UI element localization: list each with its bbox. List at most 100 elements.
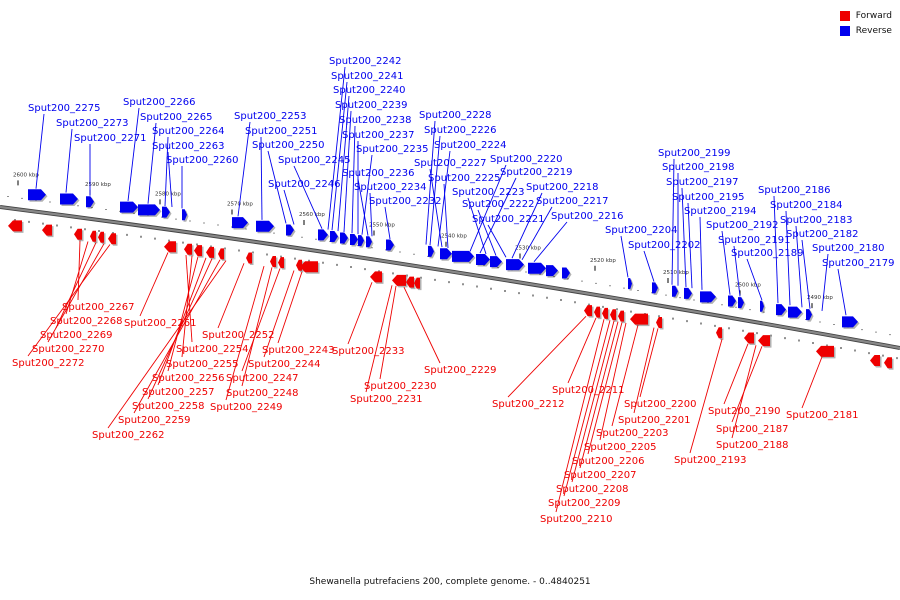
leader-line [801, 356, 823, 409]
reverse-gene-arrow [232, 217, 248, 229]
gene-label: Sput200_2263 [152, 141, 225, 152]
leader-line [821, 253, 829, 311]
forward-gene-arrow [108, 233, 116, 245]
leader-line [511, 192, 543, 259]
forward-gene-arrow [618, 310, 624, 322]
gene-label: Sput200_2203 [596, 428, 669, 439]
leader-line [731, 345, 757, 439]
forward-gene-arrow [278, 257, 284, 269]
forward-gene-arrow [8, 220, 22, 232]
leader-line [699, 216, 703, 290]
gene-label: Sput200_2183 [780, 215, 853, 226]
gene-label: Sput200_2212 [492, 399, 565, 410]
gene-label: Sput200_2216 [551, 211, 624, 222]
leader-line [337, 95, 350, 232]
forward-gene-arrow [300, 261, 318, 273]
reverse-gene-arrow [628, 278, 632, 290]
leader-line [487, 224, 507, 258]
gene-label: Sput200_2225 [428, 173, 501, 184]
leader-line [611, 324, 639, 427]
gene-label: Sput200_2267 [62, 302, 135, 313]
forward-gene-arrow [716, 327, 722, 339]
forward-gene-arrow [594, 306, 600, 318]
gene-label: Sput200_2204 [605, 225, 678, 236]
gene-label: Sput200_2180 [812, 243, 885, 254]
reverse-gene-arrow [490, 256, 502, 268]
leader-line [795, 225, 803, 308]
leader-line [477, 209, 497, 256]
gene-label: Sput200_2194 [684, 206, 757, 217]
gene-label: Sput200_2182 [786, 229, 859, 240]
reverse-gene-arrow [256, 220, 274, 232]
gene-label: Sput200_2190 [708, 406, 781, 417]
leader-line [65, 128, 73, 193]
gene-label: Sput200_2249 [210, 402, 283, 413]
gene-label: Sput200_2239 [335, 100, 408, 111]
leader-line [35, 113, 45, 189]
gene-label: Sput200_2220 [490, 154, 563, 165]
forward-gene-arrow [184, 243, 192, 255]
gene-label: Sput200_2247 [226, 373, 299, 384]
gene-label: Sput200_2240 [333, 85, 406, 96]
genome-caption: Shewanella putrefaciens 200, complete ge… [309, 577, 591, 587]
leader-line [379, 285, 397, 380]
leader-line [687, 202, 693, 289]
tick-label: 2540 kbp [441, 234, 467, 240]
leader-line [533, 221, 568, 263]
leader-line [241, 268, 281, 372]
gene-label: Sput200_2233 [332, 346, 405, 357]
leader-line [521, 206, 553, 261]
leader-line [267, 150, 287, 224]
leader-line [147, 122, 157, 204]
leader-line [167, 151, 173, 208]
reverse-gene-arrow [672, 285, 678, 297]
gene-label: Sput200_2187 [716, 424, 789, 435]
leader-line [365, 285, 393, 393]
leader-line [437, 150, 451, 247]
leader-line [343, 110, 352, 233]
reverse-gene-labels: Sput200_2275 Sput200_2273 Sput200_2271 Sput… [28, 56, 895, 269]
forward-gene-arrow [42, 224, 52, 236]
reverse-gene-arrow [788, 306, 802, 318]
forward-gene-arrow [414, 277, 420, 289]
reverse-gene-arrow [86, 196, 94, 208]
gene-label: Sput200_2272 [12, 358, 85, 369]
forward-gene-arrow [610, 309, 616, 321]
reverse-gene-arrow [440, 248, 452, 260]
leader-line [225, 266, 265, 401]
gene-label: Sput200_2260 [166, 155, 239, 166]
leader-line [620, 235, 629, 278]
gene-label: Sput200_2269 [40, 330, 113, 341]
leader-line [639, 328, 659, 398]
reverse-gene-arrow [528, 262, 546, 274]
leader-line [467, 197, 487, 255]
forward-gene-labels: Sput200_2267 Sput200_2268 Sput200_2269 Sput… [12, 302, 859, 525]
leader-line [164, 136, 169, 207]
leader-line [599, 322, 627, 441]
leader-line [443, 183, 449, 249]
reverse-gene-arrow [728, 295, 736, 307]
forward-gene-arrow [164, 241, 176, 253]
forward-gene-arrow [584, 305, 592, 317]
leader-line [681, 187, 687, 288]
gene-label: Sput200_2275 [28, 103, 101, 114]
reverse-gene-arrow [318, 229, 328, 241]
leader-line [361, 154, 373, 235]
gene-label: Sput200_2228 [419, 110, 492, 121]
gene-label: Sput200_2205 [584, 442, 657, 453]
gene-label: Sput200_2256 [152, 373, 225, 384]
leader-line [327, 66, 346, 230]
leader-line [403, 286, 441, 364]
reverse-gene-arrow [652, 282, 658, 294]
leader-line [277, 271, 303, 344]
leader-line [47, 243, 105, 343]
leader-line [384, 206, 391, 240]
reverse-gene-arrow [738, 297, 744, 309]
gene-label: Sput200_2266 [123, 97, 196, 108]
legend-item-forward: Forward [839, 8, 892, 23]
gene-label: Sput200_2264 [152, 126, 225, 137]
gene-label: Sput200_2197 [666, 177, 739, 188]
reverse-gene-arrow [428, 245, 434, 257]
gene-label: Sput200_2243 [262, 345, 335, 356]
